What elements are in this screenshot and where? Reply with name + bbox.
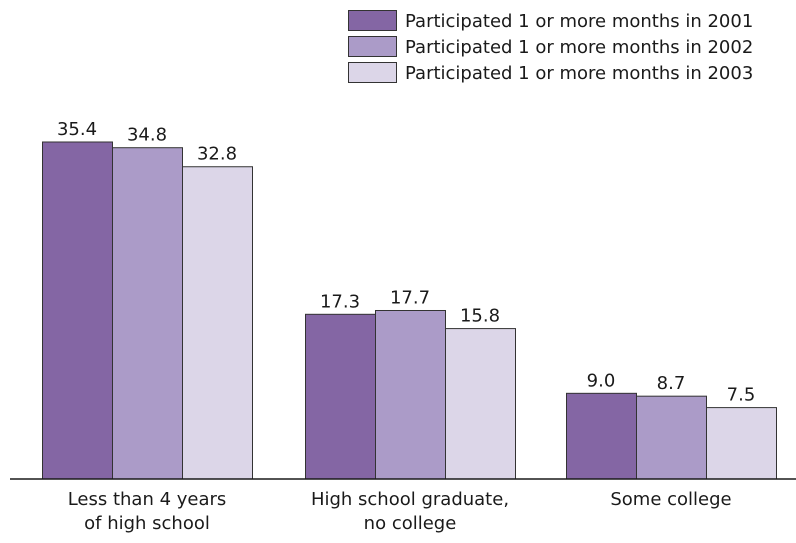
category-label-2-line-1: High school graduate, bbox=[311, 489, 509, 510]
category-label-3-line-1: Some college bbox=[610, 489, 731, 510]
value-label-series2-cat1: 34.8 bbox=[127, 125, 167, 146]
value-label-series1-cat3: 9.0 bbox=[587, 370, 616, 391]
legend: Participated 1 or more months in 2001 Par… bbox=[348, 10, 753, 84]
value-label-series2-cat2: 17.7 bbox=[390, 287, 430, 308]
legend-label-1: Participated 1 or more months in 2001 bbox=[405, 11, 753, 32]
legend-swatch-3 bbox=[348, 62, 397, 83]
legend-label-2: Participated 1 or more months in 2002 bbox=[405, 37, 753, 58]
bar-series3-cat3 bbox=[706, 407, 777, 480]
value-label-series3-cat3: 7.5 bbox=[727, 385, 756, 406]
legend-label-3: Participated 1 or more months in 2003 bbox=[405, 63, 753, 84]
bar-series2-cat3 bbox=[636, 395, 707, 480]
value-label-series1-cat2: 17.3 bbox=[320, 291, 360, 312]
bar-series1-cat2 bbox=[305, 313, 376, 480]
bar-series1-cat3 bbox=[566, 392, 637, 480]
bar-series3-cat1 bbox=[182, 166, 253, 480]
value-label-series3-cat2: 15.8 bbox=[460, 306, 500, 327]
bar-series1-cat1 bbox=[42, 141, 113, 480]
bar-series3-cat2 bbox=[445, 328, 516, 480]
legend-swatch-1 bbox=[348, 10, 397, 31]
category-label-1-line-2: of high school bbox=[84, 513, 210, 534]
bar-series2-cat2 bbox=[375, 309, 446, 480]
legend-swatch-2 bbox=[348, 36, 397, 57]
category-label-1-line-1: Less than 4 years bbox=[68, 489, 227, 510]
value-label-series3-cat1: 32.8 bbox=[197, 144, 237, 165]
category-label-group: Less than 4 years of high school High scho… bbox=[68, 489, 732, 534]
category-label-2-line-2: no college bbox=[364, 513, 457, 534]
value-label-group: 35.4 17.3 9.0 34.8 17.7 8.7 32.8 15.8 7.5 bbox=[57, 119, 755, 406]
value-label-series1-cat1: 35.4 bbox=[57, 119, 97, 140]
value-label-series2-cat3: 8.7 bbox=[657, 373, 686, 394]
bar-series2-cat1 bbox=[112, 147, 183, 480]
bar-group bbox=[42, 141, 777, 480]
